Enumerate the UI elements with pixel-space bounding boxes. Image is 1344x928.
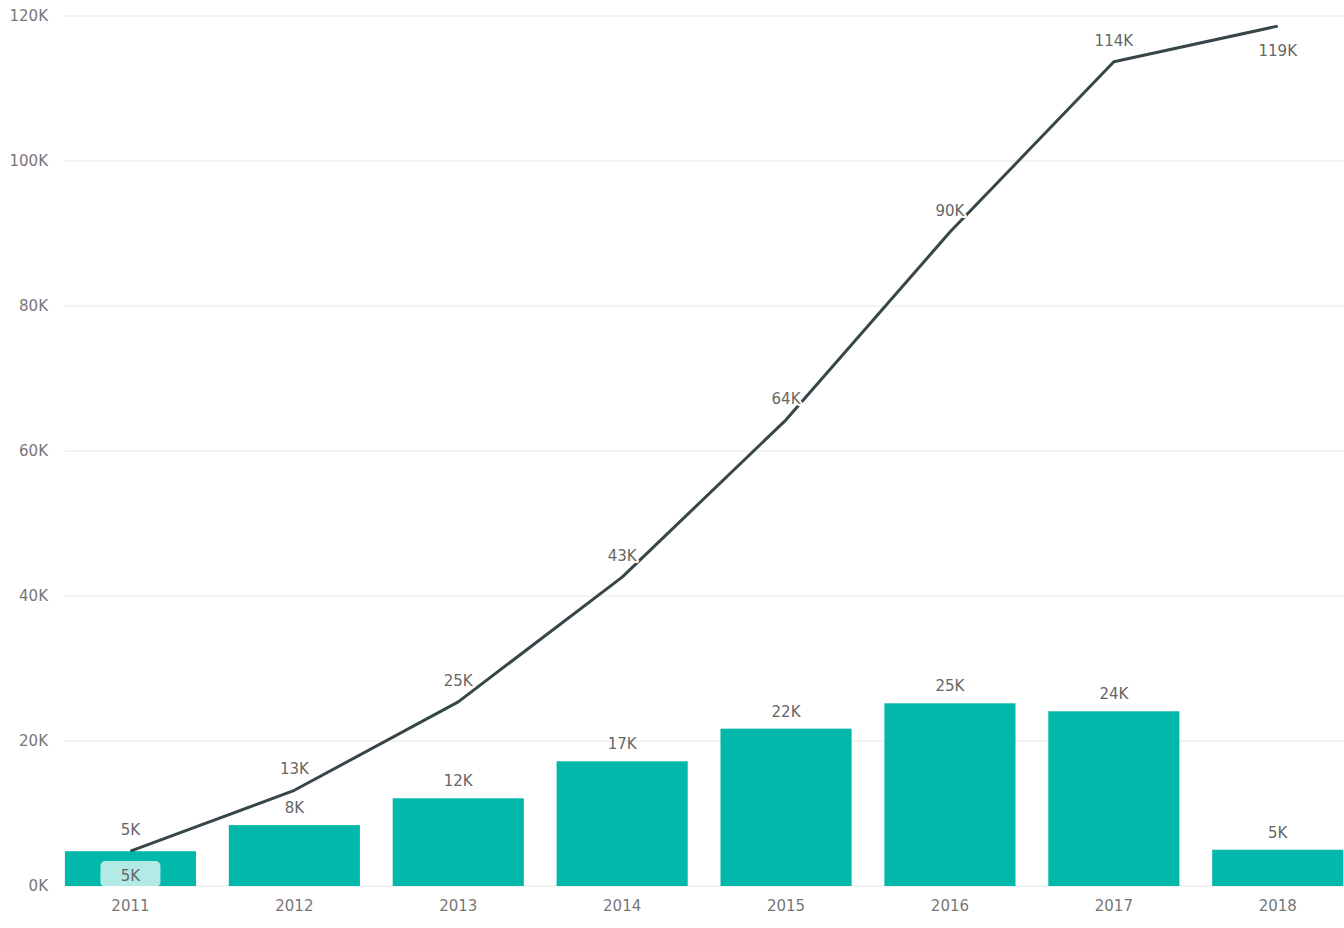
x-tick-label: 2017 <box>1095 897 1133 915</box>
bar-data-label: 5K <box>121 867 142 885</box>
bar <box>720 729 851 886</box>
bar-data-label: 17K <box>608 735 638 753</box>
bar-data-label: 25K <box>935 677 965 695</box>
chart-svg: 0K20K40K60K80K100K120K201120122013201420… <box>0 0 1344 928</box>
y-tick-label: 20K <box>19 732 49 750</box>
bar-data-label: 5K <box>1268 824 1289 842</box>
y-axis: 0K 20K 40K 60K 80K 100K 120K <box>10 7 1344 895</box>
bar-data-label: 24K <box>1099 685 1129 703</box>
bar <box>393 798 524 886</box>
line-data-label: 119K <box>1259 42 1299 60</box>
line <box>130 26 1277 851</box>
y-tick-label: 80K <box>19 297 49 315</box>
line-data-label: 25K <box>444 672 474 690</box>
plot-area <box>65 26 1343 886</box>
bar <box>557 761 688 886</box>
line-data-label: 90K <box>935 202 965 220</box>
grid-line <box>65 596 1344 597</box>
grid-line <box>65 161 1344 162</box>
data-labels: 5K 8K 12K 17K 22K 25K 24K 5K 5K 13K 25K 43K 64K 90K 11… <box>100 32 1298 887</box>
x-axis: 2011 2012 2013 2014 2015 2016 2017 2018 <box>111 897 1296 915</box>
x-tick-label: 2013 <box>439 897 477 915</box>
grid-line <box>65 16 1344 17</box>
bar-data-label: 12K <box>444 772 474 790</box>
chart-container: 0K20K40K60K80K100K120K201120122013201420… <box>0 0 1344 928</box>
bar <box>884 703 1015 886</box>
bar <box>229 825 360 886</box>
x-tick-label: 2014 <box>603 897 641 915</box>
y-tick-label: 120K <box>10 7 50 25</box>
x-tick-label: 2018 <box>1259 897 1297 915</box>
line-data-label: 114K <box>1095 32 1135 50</box>
bar <box>65 851 196 886</box>
line-data-label: 64K <box>772 390 802 408</box>
y-tick-label: 40K <box>19 587 49 605</box>
x-tick-label: 2016 <box>931 897 969 915</box>
bar <box>1212 850 1343 886</box>
bar <box>1048 711 1179 886</box>
x-tick-label: 2012 <box>275 897 313 915</box>
grid-line <box>65 306 1344 307</box>
grid-line <box>65 451 1344 452</box>
bar-data-label: 8K <box>285 799 306 817</box>
bar-data-label: 22K <box>772 703 802 721</box>
label-background <box>100 861 160 887</box>
line-data-label: 5K <box>121 821 142 839</box>
y-tick-label: 60K <box>19 442 49 460</box>
x-tick-label: 2011 <box>111 897 149 915</box>
x-tick-label: 2015 <box>767 897 805 915</box>
line-data-label: 43K <box>608 547 638 565</box>
y-tick-label: 100K <box>10 152 50 170</box>
y-tick-label: 0K <box>29 877 50 895</box>
line-data-label: 13K <box>280 760 310 778</box>
